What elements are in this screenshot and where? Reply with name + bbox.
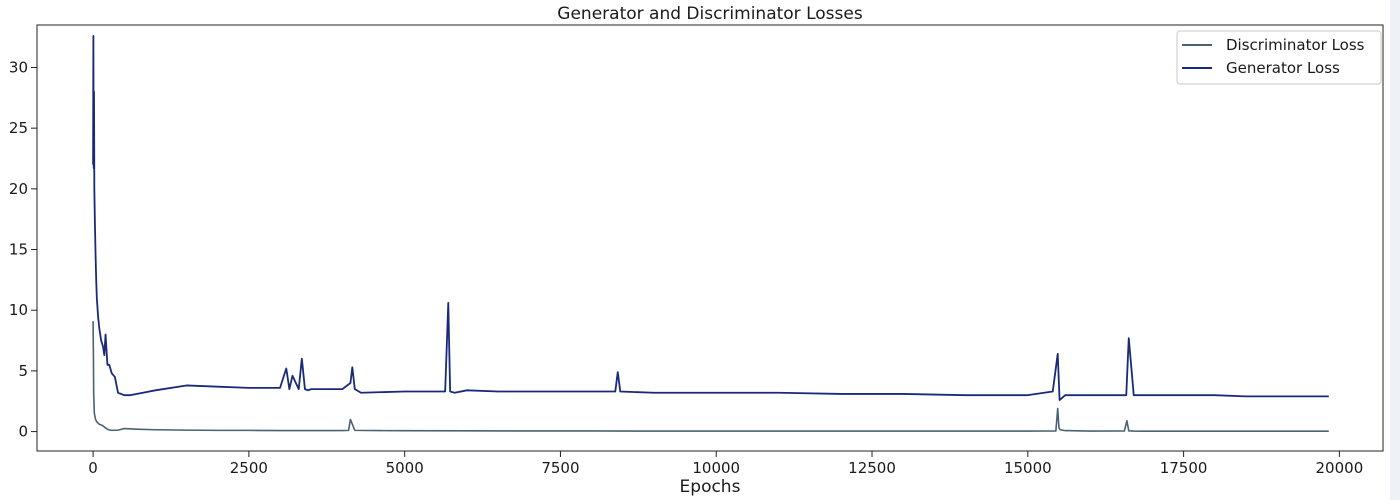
plot-area-frame: [36, 24, 1384, 452]
x-axis-label: Epochs: [680, 477, 741, 497]
y-tick-label: 10: [9, 301, 28, 319]
x-tick-label: 2500: [230, 459, 268, 477]
window-edge-strip: [1390, 0, 1400, 500]
x-tick-label: 12500: [848, 459, 896, 477]
x-tick-label: 7500: [541, 459, 579, 477]
legend: Discriminator Loss Generator Loss: [1176, 30, 1382, 85]
generator-loss-line: [92, 35, 1329, 401]
x-tick-label: 0: [88, 459, 98, 477]
chart-title: Generator and Discriminator Losses: [557, 4, 863, 24]
legend-box: [1176, 30, 1382, 85]
x-tick-label: 20000: [1316, 459, 1364, 477]
legend-label-discriminator: Discriminator Loss: [1226, 36, 1365, 54]
y-tick-label: 0: [18, 423, 28, 441]
y-tick-label: 5: [18, 362, 28, 380]
x-tick-label: 17500: [1160, 459, 1208, 477]
x-tick-label: 5000: [386, 459, 424, 477]
x-tick-label: 15000: [1004, 459, 1052, 477]
discriminator-loss-series: [92, 321, 1329, 433]
x-axis: 0 2500 5000 7500 10000 12500 15000 17500 20000: [88, 451, 1363, 477]
discriminator-loss-line: [92, 321, 1329, 433]
legend-label-generator: Generator Loss: [1226, 59, 1340, 77]
x-tick-label: 10000: [692, 459, 740, 477]
y-tick-label: 25: [9, 119, 28, 137]
y-axis: 0 5 10 15 20 25 30: [9, 58, 37, 441]
y-tick-label: 30: [9, 58, 28, 76]
y-tick-label: 20: [9, 180, 28, 198]
generator-loss-series: [92, 35, 1329, 401]
y-tick-label: 15: [9, 241, 28, 259]
